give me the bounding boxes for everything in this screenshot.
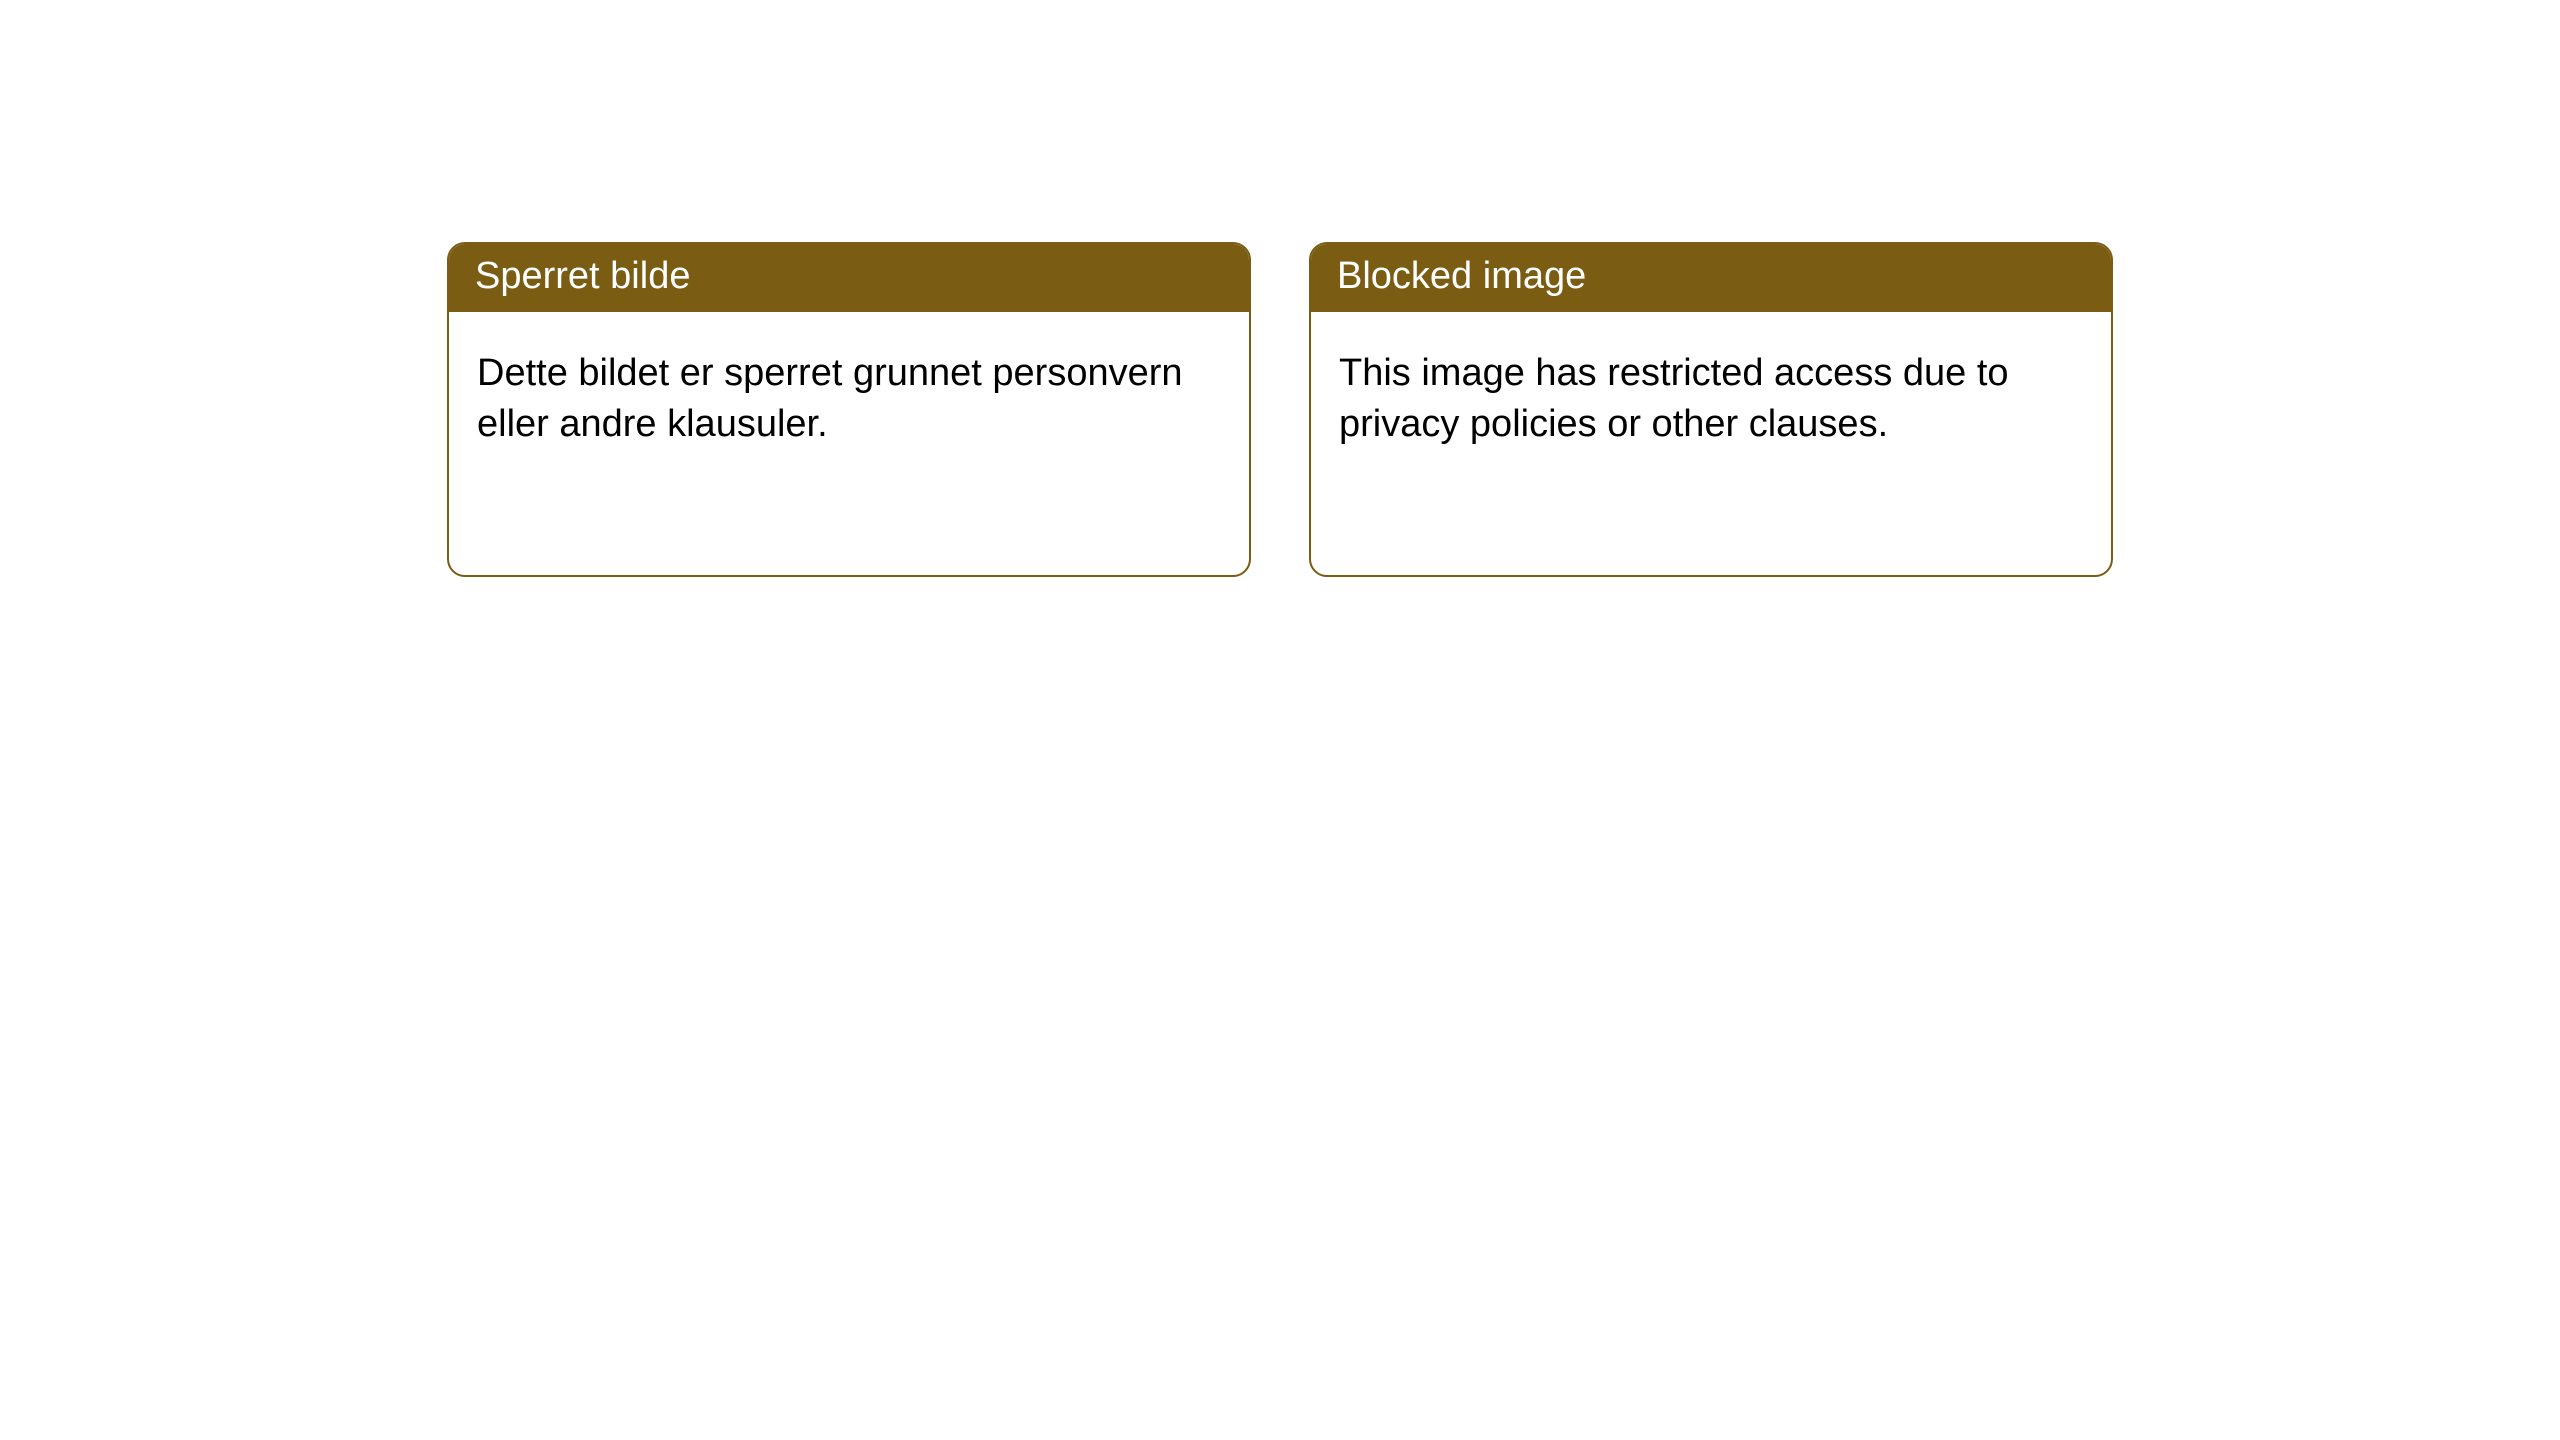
notice-card-title: Sperret bilde [449,244,1249,312]
notice-card-title: Blocked image [1311,244,2111,312]
notice-card-body: This image has restricted access due to … [1311,312,2111,479]
notice-card-english: Blocked image This image has restricted … [1309,242,2113,577]
notice-card-body: Dette bildet er sperret grunnet personve… [449,312,1249,479]
notice-container: Sperret bilde Dette bildet er sperret gr… [447,242,2113,577]
notice-card-norwegian: Sperret bilde Dette bildet er sperret gr… [447,242,1251,577]
